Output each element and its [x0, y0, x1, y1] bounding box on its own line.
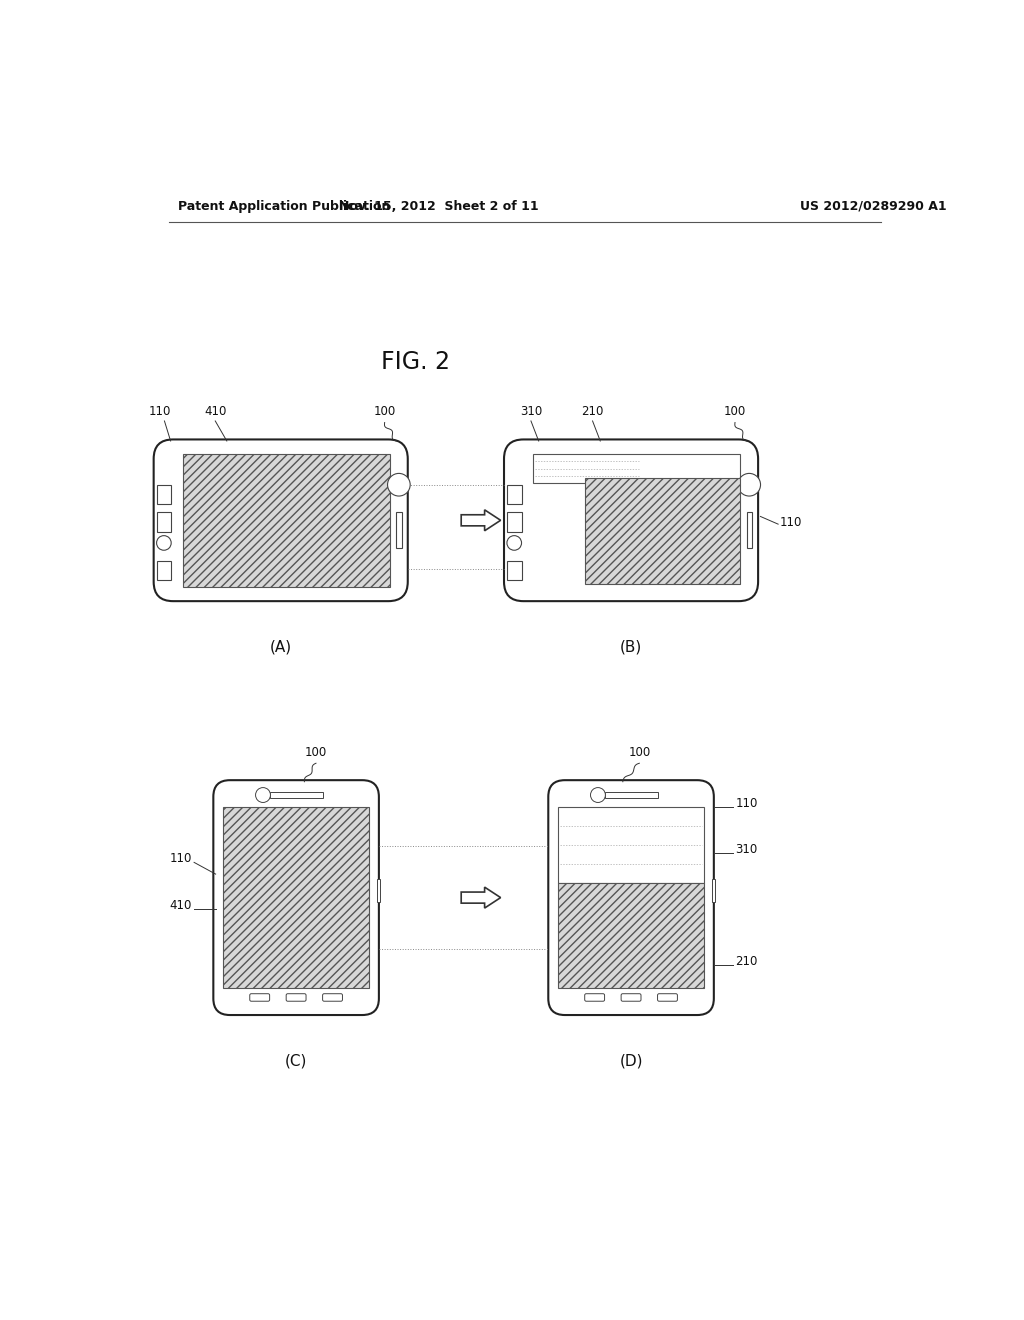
- Circle shape: [738, 474, 761, 496]
- Text: 100: 100: [305, 746, 327, 759]
- Bar: [558, 883, 703, 987]
- FancyBboxPatch shape: [323, 994, 342, 1002]
- Text: 410: 410: [169, 899, 191, 912]
- Bar: [585, 478, 740, 583]
- Text: 100: 100: [724, 405, 746, 418]
- Text: 110: 110: [148, 405, 171, 418]
- Circle shape: [157, 536, 171, 550]
- Text: Patent Application Publication: Patent Application Publication: [178, 199, 391, 213]
- Text: 100: 100: [374, 405, 396, 418]
- Text: Nov. 15, 2012  Sheet 2 of 11: Nov. 15, 2012 Sheet 2 of 11: [339, 199, 539, 213]
- Text: 110: 110: [169, 853, 191, 866]
- Text: 210: 210: [582, 405, 604, 418]
- Text: (D): (D): [620, 1053, 643, 1068]
- Bar: [604, 792, 657, 799]
- Text: (A): (A): [269, 640, 292, 655]
- FancyBboxPatch shape: [657, 994, 678, 1002]
- Bar: [507, 484, 521, 504]
- Bar: [507, 512, 521, 532]
- Text: 310: 310: [735, 843, 758, 857]
- Text: US 2012/0289290 A1: US 2012/0289290 A1: [801, 199, 947, 213]
- FancyBboxPatch shape: [585, 994, 604, 1002]
- Text: 410: 410: [204, 405, 226, 418]
- Polygon shape: [461, 887, 501, 908]
- Bar: [507, 561, 521, 579]
- Circle shape: [591, 788, 605, 803]
- Text: 100: 100: [628, 746, 650, 759]
- Bar: [534, 454, 740, 483]
- Bar: [157, 512, 171, 532]
- Bar: [746, 512, 752, 548]
- Circle shape: [387, 474, 411, 496]
- FancyBboxPatch shape: [504, 440, 758, 601]
- Text: 310: 310: [520, 405, 542, 418]
- Text: (B): (B): [620, 640, 642, 655]
- Circle shape: [507, 536, 521, 550]
- FancyBboxPatch shape: [250, 994, 269, 1002]
- Bar: [712, 879, 715, 903]
- Bar: [377, 879, 380, 903]
- Text: 110: 110: [735, 797, 758, 810]
- Bar: [157, 484, 171, 504]
- Bar: [223, 808, 369, 987]
- FancyBboxPatch shape: [154, 440, 408, 601]
- Text: (C): (C): [285, 1053, 307, 1068]
- Text: FIG. 2: FIG. 2: [381, 350, 450, 375]
- Bar: [269, 792, 323, 799]
- FancyBboxPatch shape: [548, 780, 714, 1015]
- Polygon shape: [461, 510, 501, 531]
- FancyBboxPatch shape: [213, 780, 379, 1015]
- Circle shape: [256, 788, 270, 803]
- FancyBboxPatch shape: [622, 994, 641, 1002]
- Bar: [396, 512, 401, 548]
- Bar: [157, 561, 171, 579]
- Text: 110: 110: [779, 516, 802, 529]
- Bar: [558, 808, 703, 883]
- FancyBboxPatch shape: [286, 994, 306, 1002]
- Text: 210: 210: [735, 954, 758, 968]
- Bar: [183, 454, 390, 586]
